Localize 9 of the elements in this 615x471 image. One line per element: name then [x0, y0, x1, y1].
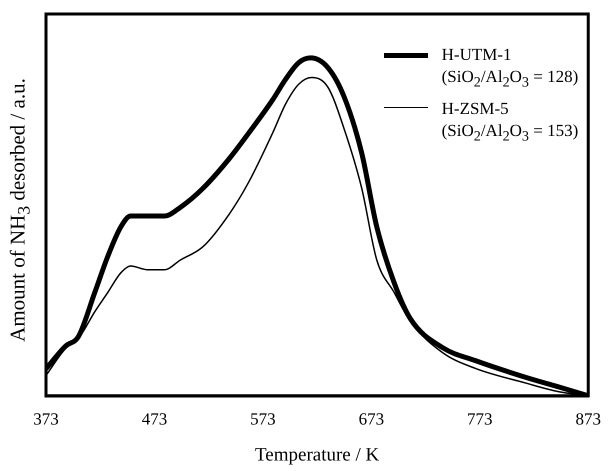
legend-label: H-UTM-1 (SiO$_{2}$/Al$_{2}$O$_{3}$ = 128) — [442, 44, 578, 92]
x-tick-label: 673 — [358, 409, 384, 428]
x-tick-label: 573 — [250, 409, 276, 428]
legend-label: H-ZSM-5 (SiO$_{2}$/Al$_{2}$O$_{3}$ = 153) — [442, 98, 578, 146]
x-tick-label: 773 — [467, 409, 493, 428]
x-tick-label: 873 — [576, 409, 601, 428]
x-axis-title: Temperature / K — [255, 444, 380, 466]
x-tick-label: 373 — [33, 409, 59, 428]
x-tick-label: 473 — [142, 409, 168, 428]
